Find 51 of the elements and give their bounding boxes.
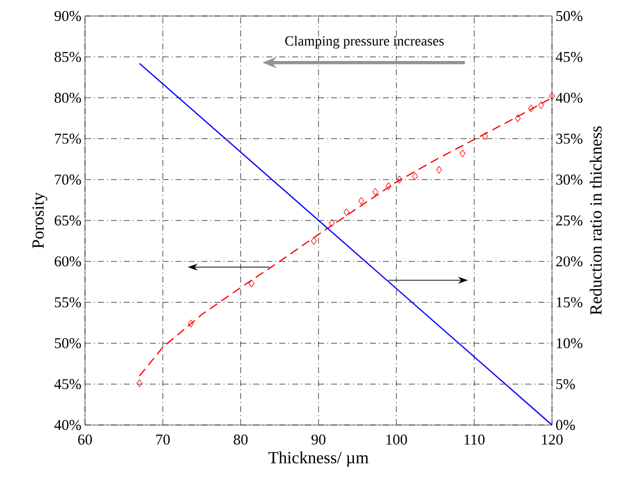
point [372,188,378,196]
x-tick-label: 80 [234,434,248,445]
y2-tick-label: 20% [556,256,582,266]
point [358,197,364,205]
point [514,114,521,122]
x-tick-label: 120 [542,434,563,445]
x-tick-label: 110 [464,434,485,445]
y-tick-label: 55% [54,297,81,308]
x-axis-title: Thickness/ µm [268,451,369,467]
y-tick-label: 75% [55,134,81,144]
y2-axis-title: Reduction ratio in thickness [590,126,602,315]
y-tick-label: 40% [54,420,81,430]
y2-tick-label: 30% [556,174,582,185]
point [136,379,142,388]
point [549,92,555,100]
y2-tick-label: 0% [556,420,575,430]
point [482,132,488,140]
y2-tick-label: 10% [556,338,582,348]
y-tick-label: 85% [54,52,81,62]
x-tick-label: 60 [78,434,92,445]
y-tick-label: 80% [54,92,81,103]
y2-tick-label: 25% [556,215,582,226]
y-tick-label: 90% [54,10,81,22]
point [328,219,335,227]
y2-tick-label: 5% [556,379,575,390]
y-tick-label: 60% [54,256,81,266]
annotation: Clamping pressure increases [285,36,444,49]
point [396,176,402,184]
x-tick-label: 70 [156,434,170,445]
point [528,104,534,112]
point [248,280,254,288]
point [386,182,392,190]
point [436,166,442,174]
point [460,150,466,158]
x-tick-label: 100 [386,434,407,445]
y-tick-label: 50% [54,338,81,348]
y-axis-title: Porosity [32,192,48,248]
point [412,172,418,180]
point [188,320,194,328]
point [538,101,544,109]
y2-tick-label: 40% [556,92,582,103]
y-tick-label: 65% [54,215,81,226]
x-tick-label: 90 [312,434,326,445]
y-tick-label: 45% [54,379,81,390]
y2-tick-label: 45% [556,52,582,62]
y2-tick-label: 15% [556,297,582,308]
y2-tick-label: 35% [556,134,582,144]
point [344,208,350,216]
point [310,237,317,245]
y-tick-label: 70% [55,174,81,185]
y2-tick-label: 50% [556,10,582,22]
